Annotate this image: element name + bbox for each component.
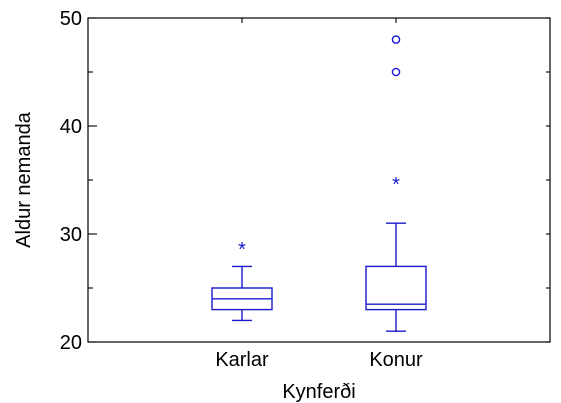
box-karlar: * bbox=[211, 239, 273, 322]
x-axis-label: Kynferði bbox=[282, 381, 355, 403]
suspected-outlier-marker: * bbox=[238, 239, 246, 261]
y-tick-label: 30 bbox=[60, 224, 82, 246]
x-axis-ticks: Karlar Konur bbox=[215, 18, 423, 371]
suspected-outlier-marker: * bbox=[392, 174, 400, 196]
y-tick-label: 40 bbox=[60, 116, 82, 138]
plot-frame bbox=[87, 17, 551, 343]
box-konur: * bbox=[365, 35, 427, 332]
x-tick-label: Konur bbox=[369, 349, 423, 371]
x-tick-label: Karlar bbox=[215, 349, 269, 371]
box-series: ** bbox=[211, 35, 427, 332]
y-tick-label: 20 bbox=[60, 332, 82, 354]
y-axis-label: Aldur nemanda bbox=[13, 111, 35, 248]
y-axis-ticks: 20 30 40 50 bbox=[60, 8, 550, 354]
y-tick-label: 50 bbox=[60, 8, 82, 30]
box-iqr bbox=[365, 265, 427, 311]
outlier-marker bbox=[391, 67, 401, 77]
outlier-marker bbox=[391, 35, 401, 44]
